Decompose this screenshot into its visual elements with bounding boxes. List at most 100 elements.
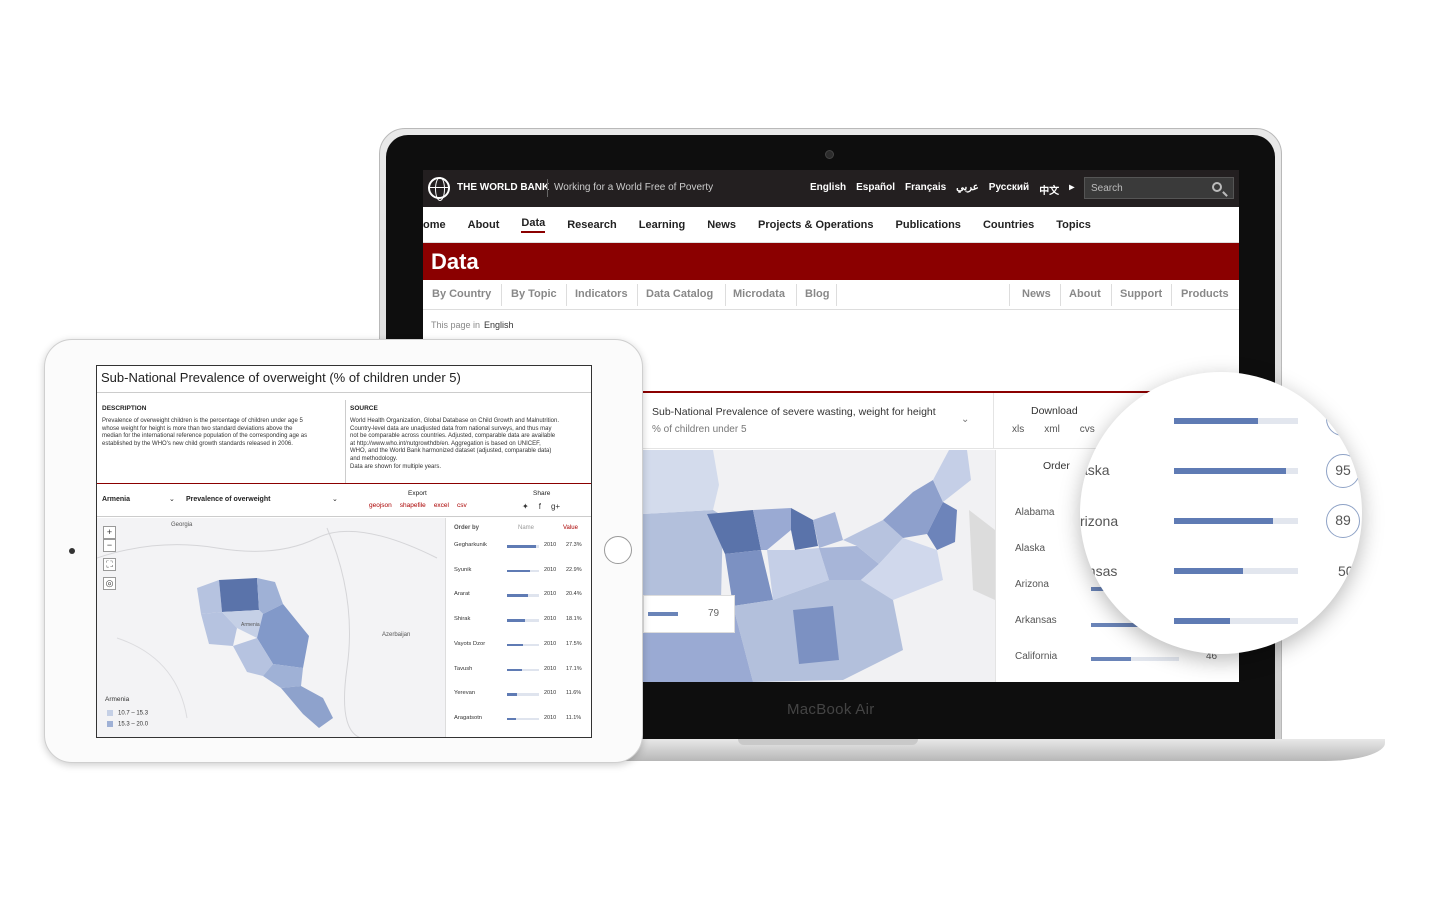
map-region[interactable]	[927, 502, 957, 550]
source-line: and methodology.	[350, 455, 398, 462]
map-region[interactable]	[767, 548, 829, 600]
sort-by-name[interactable]: Name	[518, 525, 535, 531]
subnav-support[interactable]: Support	[1120, 288, 1163, 300]
locate-icon[interactable]: ◎	[103, 577, 116, 590]
map-region-shirak[interactable]	[197, 580, 222, 614]
nav-topics[interactable]: Topics	[1056, 218, 1091, 231]
nav-countries[interactable]: Countries	[982, 218, 1035, 231]
fullscreen-icon[interactable]: ⛶	[103, 558, 116, 571]
armenia-choropleth-map[interactable]: Georgia Azerbaijan Armenia + − ⛶ ◎ Armen…	[97, 518, 445, 737]
lang-spanish[interactable]: Español	[856, 182, 896, 193]
map-region[interactable]	[819, 546, 879, 580]
download-xml-link[interactable]: xml	[1044, 424, 1060, 435]
map-region-tavush[interactable]	[257, 578, 283, 614]
nav-publications[interactable]: Publications	[895, 218, 961, 231]
state-name[interactable]: California	[1015, 651, 1058, 662]
map-region[interactable]	[883, 480, 943, 538]
subnav-by-topic[interactable]: By Topic	[511, 288, 557, 300]
legend-label: 10.7 – 15.3	[118, 710, 149, 717]
nav-home[interactable]: ome	[423, 218, 446, 231]
map-region[interactable]	[969, 510, 995, 600]
more-languages-icon[interactable]: ▸	[1069, 182, 1075, 193]
region-name[interactable]: Shirak	[454, 616, 471, 623]
download-cvs-link[interactable]: cvs	[1079, 424, 1095, 435]
subnav-microdata[interactable]: Microdata	[733, 288, 785, 300]
map-region[interactable]	[643, 450, 719, 514]
region-name[interactable]: Vayots Dzor	[454, 640, 486, 647]
map-region-gegharkunik[interactable]	[257, 604, 309, 668]
subnav-products[interactable]: Products	[1181, 288, 1229, 300]
lang-english[interactable]: English	[810, 182, 847, 193]
chevron-down-icon[interactable]: ⌄	[332, 496, 338, 503]
region-name[interactable]: Aragatsotn	[454, 714, 483, 721]
zoom-out-button[interactable]: −	[103, 539, 116, 552]
twitter-icon[interactable]: ✦	[522, 502, 529, 511]
indicator-select[interactable]: Prevalence of overweight	[186, 496, 271, 503]
nav-about[interactable]: About	[467, 218, 500, 231]
chevron-down-icon[interactable]: ⌄	[169, 496, 175, 503]
subnav-by-country[interactable]: By Country	[432, 288, 492, 300]
map-region[interactable]	[843, 520, 903, 564]
site-logo-text[interactable]: THE WORLD BANK	[457, 182, 550, 193]
subnav-news[interactable]: News	[1022, 288, 1051, 300]
map-region[interactable]	[793, 606, 839, 664]
chevron-down-icon[interactable]: ⌄	[961, 414, 970, 425]
world-bank-logo-icon[interactable]	[428, 177, 450, 201]
state-name[interactable]: Arizona	[1015, 579, 1049, 590]
nav-data[interactable]: Data	[521, 217, 546, 233]
state-name[interactable]: Alabama	[1015, 507, 1055, 518]
map-region[interactable]	[643, 510, 723, 602]
lang-arabic[interactable]: عربي	[956, 182, 979, 193]
export-geojson-link[interactable]: geojson	[369, 502, 392, 509]
facebook-icon[interactable]: f	[538, 502, 541, 511]
map-region-syunik[interactable]	[281, 686, 333, 728]
nav-learning[interactable]: Learning	[638, 218, 686, 231]
indicator-title[interactable]: Sub-National Prevalence of severe wastin…	[652, 406, 936, 418]
tablet-home-button[interactable]	[604, 536, 632, 564]
export-shapefile-link[interactable]: shapefile	[399, 502, 426, 509]
sort-by-value[interactable]: Value	[563, 525, 578, 531]
us-choropleth-map[interactable]	[643, 450, 995, 682]
state-value: 46	[1206, 651, 1218, 662]
subnav-indicators[interactable]: Indicators	[575, 288, 628, 300]
map-region[interactable]	[813, 512, 843, 548]
region-name[interactable]: Yerevan	[454, 690, 476, 697]
nav-research[interactable]: Research	[567, 218, 617, 231]
export-csv-link[interactable]: csv	[457, 502, 467, 509]
map-region[interactable]	[707, 510, 761, 554]
zoom-in-button[interactable]: +	[103, 526, 116, 539]
map-region-lori[interactable]	[219, 578, 259, 612]
map-region-aragatsotn[interactable]	[201, 612, 237, 646]
page-language-link[interactable]: English	[484, 320, 514, 330]
export-excel-link[interactable]: excel	[433, 502, 449, 509]
map-region[interactable]	[725, 550, 773, 606]
lang-french[interactable]: Français	[905, 182, 947, 193]
region-name[interactable]: Gegharkunik	[454, 542, 487, 548]
map-region[interactable]	[861, 538, 943, 600]
country-select[interactable]: Armenia	[102, 496, 131, 503]
region-name[interactable]: Syunik	[454, 566, 472, 573]
subnav-blog[interactable]: Blog	[805, 288, 830, 300]
google-plus-icon[interactable]: g+	[550, 502, 561, 511]
region-name[interactable]: Ararat	[454, 591, 470, 598]
subnav-data-catalog[interactable]: Data Catalog	[646, 288, 714, 300]
map-region[interactable]	[791, 508, 818, 550]
order-label[interactable]: Order	[1043, 460, 1070, 472]
map-region[interactable]	[753, 508, 791, 550]
map-region-vayots-dzor[interactable]	[263, 664, 303, 688]
region-name[interactable]: Tavush	[454, 665, 473, 672]
search-icon[interactable]	[1212, 182, 1222, 192]
state-name[interactable]: Arkansas	[1015, 615, 1057, 626]
nav-news[interactable]: News	[707, 218, 736, 231]
state-name[interactable]: Alaska	[1015, 543, 1046, 554]
nav-projects[interactable]: Projects & Operations	[757, 218, 874, 231]
map-region-kotayk[interactable]	[222, 610, 263, 638]
subnav-about[interactable]: About	[1069, 288, 1101, 300]
lang-chinese[interactable]: 中文	[1039, 186, 1060, 197]
download-xls-link[interactable]: xls	[1012, 424, 1025, 435]
search-input[interactable]: Search	[1084, 177, 1234, 199]
data-sub-navigation: By Country By Topic Indicators Data Cata…	[423, 280, 1239, 310]
map-region[interactable]	[933, 450, 971, 502]
map-region-ararat[interactable]	[233, 638, 273, 676]
lang-russian[interactable]: Русский	[988, 182, 1030, 193]
